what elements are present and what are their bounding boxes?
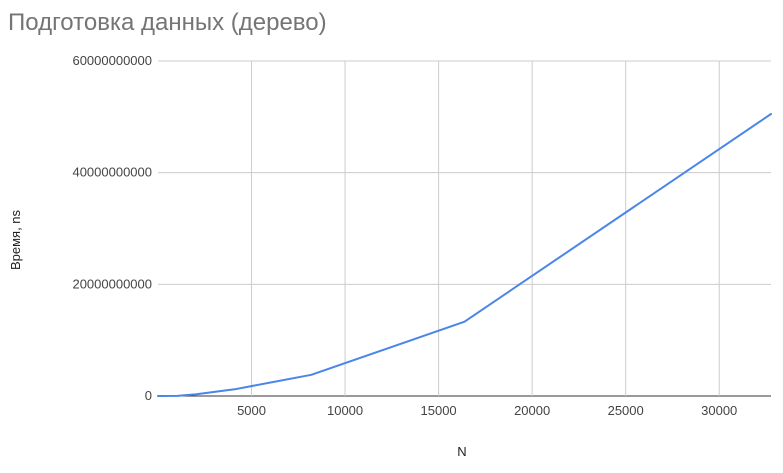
y-axis-title: Время, ns xyxy=(8,209,23,270)
data-point xyxy=(463,320,466,323)
x-tick-label: 25000 xyxy=(608,403,644,418)
x-tick-label: 20000 xyxy=(514,403,550,418)
chart-title: Подготовка данных (дерево) xyxy=(8,9,327,36)
data-point xyxy=(310,373,313,376)
y-axis-ticks: 0 20000000000 40000000000 60000000000 xyxy=(72,53,152,403)
y-tick-label: 0 xyxy=(145,388,152,403)
x-tick-label: 30000 xyxy=(701,403,737,418)
y-tick-label: 20000000000 xyxy=(72,276,152,291)
x-axis-title: N xyxy=(457,444,466,459)
data-point xyxy=(195,393,198,396)
x-axis-ticks: 5000 10000 15000 20000 25000 30000 xyxy=(237,403,737,418)
data-point xyxy=(157,395,159,397)
data-point xyxy=(233,388,236,391)
x-tick-label: 10000 xyxy=(327,403,363,418)
y-tick-label: 60000000000 xyxy=(72,53,152,68)
x-tick-label: 5000 xyxy=(237,403,266,418)
y-tick-label: 40000000000 xyxy=(72,165,152,180)
grid-lines xyxy=(158,60,771,397)
data-point xyxy=(176,395,178,397)
data-point xyxy=(770,113,772,115)
series-group xyxy=(157,113,772,397)
x-tick-label: 15000 xyxy=(421,403,457,418)
series-line xyxy=(157,113,772,397)
